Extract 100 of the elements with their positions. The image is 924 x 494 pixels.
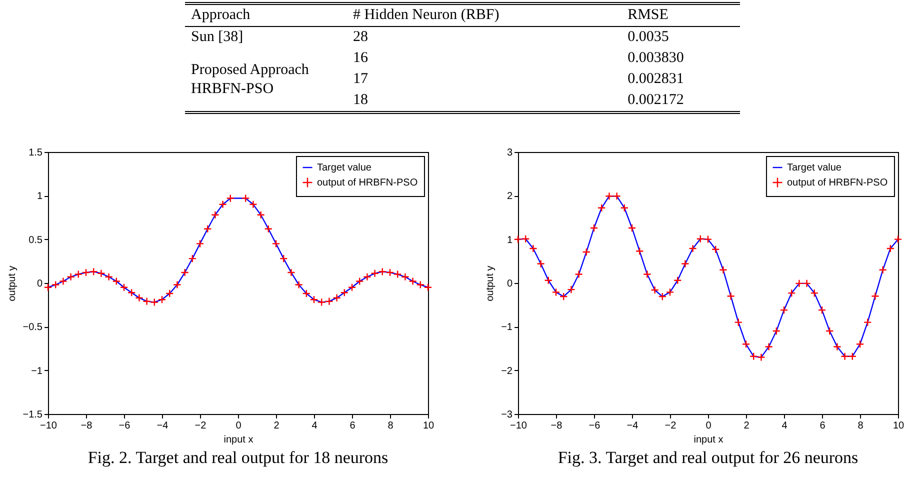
- point: [848, 352, 857, 360]
- y-tick-label: 1.5: [28, 148, 43, 158]
- point: [681, 260, 690, 268]
- point: [726, 292, 735, 300]
- x-tick-label: −6: [588, 420, 601, 432]
- point: [173, 280, 182, 289]
- x-tick-label: −4: [156, 420, 169, 432]
- x-tick-label: 6: [820, 420, 826, 432]
- point: [424, 283, 432, 292]
- point: [287, 268, 296, 277]
- category-label: # Hidden Neuron (RBF): [347, 4, 622, 26]
- point: [310, 295, 318, 304]
- point: [719, 266, 728, 274]
- line-series: [47, 198, 429, 303]
- x-tick-label: 4: [782, 420, 788, 432]
- point: [894, 235, 902, 244]
- point: [393, 270, 402, 278]
- x-tick-label: 4: [312, 420, 318, 432]
- point: [886, 244, 895, 253]
- x-tick-label: −8: [80, 420, 93, 432]
- x-tick-label: −2: [194, 420, 207, 432]
- point: [256, 210, 265, 220]
- point: [582, 248, 591, 256]
- point: [82, 268, 90, 277]
- y-axis-title: output y: [485, 266, 496, 302]
- point: [688, 244, 697, 253]
- x-tick-label: 2: [274, 420, 280, 432]
- y-tick-label: −1.5: [22, 410, 43, 420]
- point: [635, 246, 644, 256]
- point: [378, 268, 387, 276]
- x-tick-label: −6: [118, 420, 131, 432]
- point: [612, 192, 621, 200]
- text: 18: [352, 91, 369, 110]
- y-tick-label: 2: [506, 191, 513, 202]
- point: [302, 289, 311, 298]
- text: Proposed Approach HRBFN-PSO: [190, 60, 310, 98]
- caption: Fig. 3. Target and real output for 26 neurons: [558, 448, 858, 467]
- point: [127, 288, 136, 297]
- y-tick-label: −2: [501, 366, 513, 377]
- point: [529, 244, 538, 253]
- point: [643, 270, 652, 278]
- point: [666, 288, 674, 296]
- point: [764, 342, 773, 351]
- point: [559, 292, 568, 301]
- point: [241, 194, 250, 202]
- x-tick-label: 0: [236, 420, 242, 432]
- text: 16: [352, 49, 369, 68]
- point: [590, 224, 598, 232]
- point: [802, 279, 811, 288]
- text: 0.002831: [626, 70, 685, 89]
- point: [696, 234, 705, 244]
- point: [544, 276, 553, 285]
- x-tick-label: −8: [550, 420, 563, 432]
- point: [158, 295, 166, 304]
- point: [833, 342, 842, 351]
- point: [59, 277, 68, 286]
- text: 28: [352, 28, 369, 47]
- point: [340, 288, 349, 297]
- y-axis-title: output y: [6, 266, 18, 302]
- point: [317, 298, 326, 306]
- point: [249, 200, 258, 209]
- point: [650, 286, 659, 294]
- point: [196, 240, 204, 248]
- point: [325, 297, 334, 306]
- point: [150, 298, 159, 306]
- point: [704, 235, 712, 244]
- text: 0.0035: [626, 28, 670, 47]
- point: [355, 277, 364, 286]
- y-tick-label: 1: [506, 234, 513, 246]
- point: [734, 318, 743, 326]
- point: [574, 270, 583, 278]
- point: [226, 194, 235, 202]
- x-tick-label: −4: [626, 420, 639, 432]
- point: [605, 192, 614, 200]
- point: [279, 254, 288, 263]
- x-tick-label: −10: [510, 420, 528, 432]
- y-tick-label: 0: [506, 278, 513, 290]
- point: [620, 204, 629, 212]
- y-tick-label: 3: [506, 148, 513, 158]
- point: [780, 306, 788, 314]
- point: [332, 294, 341, 302]
- point: [165, 289, 174, 298]
- text: 17: [352, 70, 369, 89]
- point: [552, 288, 560, 296]
- point: [401, 272, 410, 282]
- legend-label: output of HRBFN-PSO: [787, 178, 888, 188]
- point: [264, 224, 273, 233]
- point: [825, 326, 834, 336]
- point: [142, 297, 151, 306]
- point: [878, 266, 887, 274]
- y-tick-label: −1: [31, 366, 43, 377]
- text: Sun [38]: [190, 28, 244, 47]
- point: [135, 294, 144, 302]
- x-tick-label: 8: [858, 420, 864, 432]
- point: [863, 318, 872, 326]
- x-tick-label: 0: [706, 420, 712, 432]
- point: [104, 272, 113, 282]
- point: [180, 268, 189, 277]
- point: [44, 283, 52, 292]
- point: [742, 340, 750, 348]
